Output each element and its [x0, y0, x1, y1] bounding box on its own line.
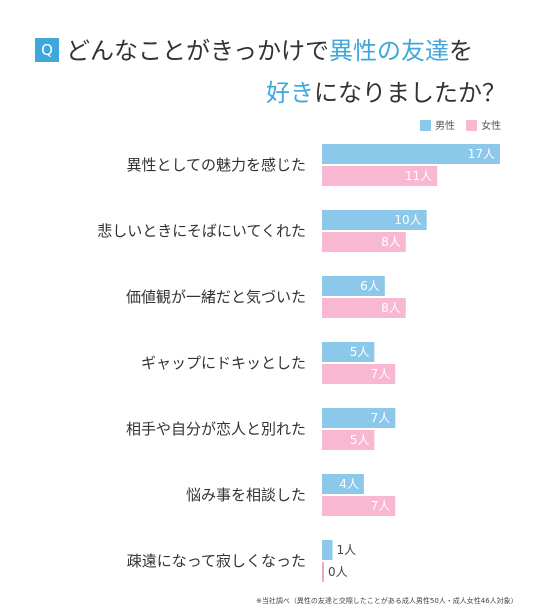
question-badge: Q: [35, 38, 59, 62]
data-label-female: 7人: [371, 499, 391, 513]
category-label: 悩み事を相談した: [186, 486, 306, 504]
category-label: 悲しいときにそばにいてくれた: [97, 222, 306, 240]
category-label: ギャップにドキッとした: [141, 354, 306, 372]
bar-female: [322, 364, 396, 384]
data-label-male: 10人: [394, 213, 421, 227]
bar-male: [322, 540, 333, 560]
data-label-male: 6人: [360, 279, 380, 293]
bar-male: [322, 276, 385, 296]
bar-female: [322, 430, 375, 450]
legend-label-male: 男性: [435, 121, 455, 132]
data-label-female: 7人: [371, 367, 391, 381]
title-line-2: 好きになりましたか？: [66, 72, 506, 114]
data-label-female: 11人: [405, 169, 432, 183]
data-label-female: 0人: [328, 565, 348, 579]
category-label: 相手や自分が恋人と別れた: [126, 420, 306, 438]
chart-legend: 男性 女性: [420, 117, 509, 132]
title-part-3: を: [449, 37, 474, 65]
bar-male: [322, 144, 500, 164]
title-part-5: になりましたか？: [314, 79, 506, 107]
legend-item-male: 男性: [420, 117, 455, 132]
data-label-male: 7人: [371, 411, 391, 425]
bar-female: [322, 232, 406, 252]
data-label-male: 17人: [468, 147, 495, 161]
bar-male: [322, 342, 375, 362]
bar-female: [322, 166, 438, 186]
data-label-male: 4人: [339, 477, 359, 491]
data-label-female: 5人: [350, 433, 370, 447]
bar-female: [322, 496, 396, 516]
bar-female: [322, 298, 406, 318]
data-label-female: 8人: [381, 301, 401, 315]
legend-item-female: 女性: [466, 117, 501, 132]
category-label: 疎遠になって寂しくなった: [127, 552, 306, 570]
legend-label-female: 女性: [481, 121, 502, 132]
data-label-male: 5人: [350, 345, 370, 359]
title-highlight-1: 異性の友達: [329, 37, 450, 65]
bar-male: [322, 210, 427, 230]
footnote: ※当社調べ（異性の友達と交際したことがある成人男性50人・成人女性46人対象）: [256, 597, 518, 605]
page-title: どんなことがきっかけで異性の友達を 好きになりましたか？: [66, 30, 506, 114]
title-highlight-2: 好き: [266, 79, 314, 107]
bar-male: [322, 408, 396, 428]
legend-swatch-female: [466, 120, 478, 131]
bar-female: [322, 562, 324, 582]
data-label-male: 1人: [336, 543, 356, 557]
legend-swatch-male: [420, 120, 431, 131]
bar-male: [322, 474, 364, 494]
data-label-female: 8人: [381, 235, 401, 249]
category-label: 異性としての魅力を感じた: [126, 156, 306, 174]
title-part-1: どんなことがきっかけで: [66, 37, 330, 65]
category-label: 価値観が一緒だと気づいた: [126, 288, 306, 306]
